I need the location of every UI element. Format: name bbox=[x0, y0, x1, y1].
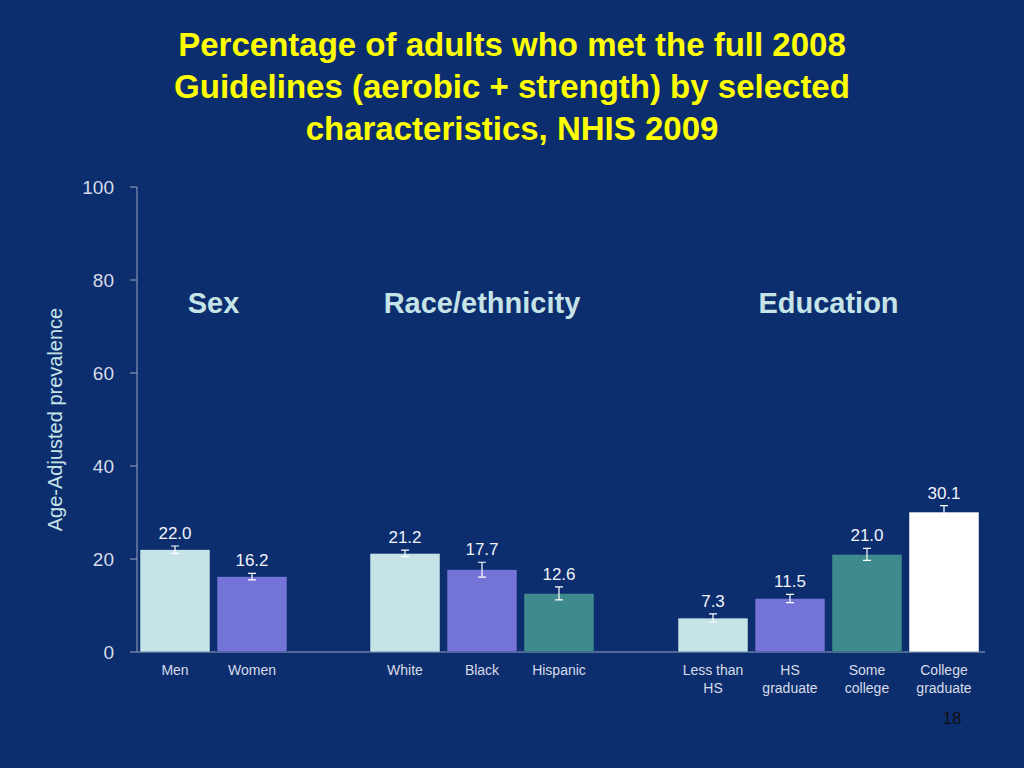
data-label: 17.7 bbox=[465, 540, 498, 559]
error-bar bbox=[401, 550, 409, 557]
y-tick-label: 20 bbox=[93, 549, 114, 570]
x-tick-label: Less thanHS bbox=[683, 662, 744, 696]
y-tick bbox=[130, 652, 137, 653]
y-tick-label: 100 bbox=[82, 177, 114, 198]
bar bbox=[678, 618, 748, 652]
bar bbox=[217, 577, 287, 652]
y-tick bbox=[130, 280, 137, 281]
bar bbox=[524, 593, 594, 652]
y-axis: 0 20 40 60 80 100 bbox=[82, 177, 137, 663]
error-bar bbox=[709, 614, 717, 622]
data-label: 30.1 bbox=[927, 484, 960, 503]
y-axis-label: Age-Adjusted prevalence bbox=[44, 308, 66, 531]
group-title: Race/ethnicity bbox=[384, 287, 581, 319]
y-tick bbox=[130, 559, 137, 560]
error-bar bbox=[478, 562, 486, 577]
y-tick-label: 80 bbox=[93, 270, 114, 291]
background bbox=[0, 0, 1024, 768]
bars bbox=[140, 506, 979, 652]
error-bar bbox=[555, 587, 563, 600]
data-label: 16.2 bbox=[235, 551, 268, 570]
bar bbox=[909, 512, 979, 652]
error-bar bbox=[171, 546, 179, 553]
data-label: 21.2 bbox=[388, 528, 421, 547]
page-number: 18 bbox=[943, 709, 962, 728]
x-tick-label: Collegegraduate bbox=[916, 662, 971, 696]
y-tick bbox=[130, 373, 137, 374]
x-tick-label: HSgraduate bbox=[762, 662, 817, 696]
x-tick-label: Somecollege bbox=[845, 662, 890, 696]
labels: Sex 22.0 Men 16.2 Women Race/ethnicity 21.2 Whi… bbox=[158, 287, 971, 696]
bar bbox=[140, 550, 210, 652]
x-tick-label: Hispanic bbox=[532, 662, 586, 678]
x-tick-label: Black bbox=[465, 662, 500, 678]
data-label: 22.0 bbox=[158, 524, 191, 543]
y-axis-line bbox=[137, 187, 138, 652]
x-tick-label: White bbox=[387, 662, 423, 678]
x-tick-label: Women bbox=[228, 662, 276, 678]
bar bbox=[755, 599, 825, 652]
y-tick-label: 60 bbox=[93, 363, 114, 384]
chart: Percentage of adults who met the full 20… bbox=[0, 0, 1024, 768]
error-bar bbox=[786, 594, 794, 602]
data-label: 21.0 bbox=[850, 526, 883, 545]
x-tick-label: Men bbox=[161, 662, 188, 678]
bar bbox=[370, 553, 440, 652]
bar bbox=[447, 570, 517, 652]
title: Percentage of adults who met the full 20… bbox=[174, 26, 850, 147]
y-tick bbox=[130, 187, 137, 188]
bar bbox=[832, 554, 902, 652]
error-bar bbox=[248, 573, 256, 580]
error-bar bbox=[863, 548, 871, 560]
data-label: 11.5 bbox=[774, 572, 806, 591]
y-tick-label: 0 bbox=[103, 642, 114, 663]
group-title: Sex bbox=[188, 287, 240, 319]
y-tick bbox=[130, 466, 137, 467]
error-bar bbox=[940, 506, 948, 519]
data-label: 12.6 bbox=[542, 565, 575, 584]
group-title: Education bbox=[758, 287, 898, 319]
data-label: 7.3 bbox=[701, 592, 725, 611]
y-tick-label: 40 bbox=[93, 456, 114, 477]
